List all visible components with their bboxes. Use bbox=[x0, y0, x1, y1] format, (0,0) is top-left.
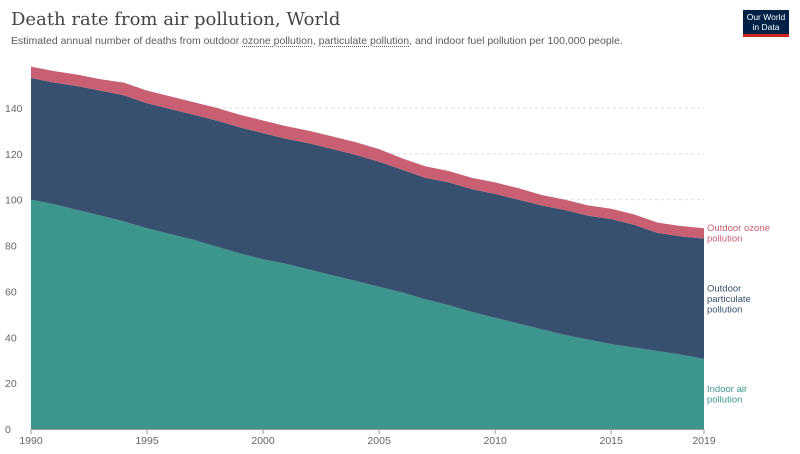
x-tick-label-1995: 1995 bbox=[135, 435, 159, 447]
x-tick-label-2015: 2015 bbox=[599, 435, 623, 447]
ozone-pollution-link[interactable]: ozone pollution bbox=[242, 35, 313, 47]
x-tick-label-2005: 2005 bbox=[367, 435, 391, 447]
subtitle-text-mid: , bbox=[312, 35, 319, 47]
end-label-outdoor-particulate-pollution-line-3: pollution bbox=[707, 304, 742, 315]
x-tick-label-1990: 1990 bbox=[19, 435, 43, 447]
area-outdoor-particulate-pollution bbox=[31, 78, 704, 360]
y-tick-label-120: 120 bbox=[5, 149, 23, 161]
x-tick-label-2010: 2010 bbox=[483, 435, 507, 447]
y-tick-label-80: 80 bbox=[5, 241, 17, 253]
y-tick-label-20: 20 bbox=[5, 378, 17, 390]
y-tick-label-60: 60 bbox=[5, 286, 17, 298]
x-tick-label-2000: 2000 bbox=[251, 435, 275, 447]
subtitle-text-start: Estimated annual number of deaths from o… bbox=[11, 35, 243, 47]
end-label-outdoor-ozone-pollution-line-2: pollution bbox=[707, 234, 742, 245]
y-tick-label-100: 100 bbox=[5, 195, 23, 207]
logo-line-2: in Data bbox=[752, 22, 780, 32]
y-tick-label-40: 40 bbox=[5, 332, 17, 344]
area-indoor-air-pollution bbox=[31, 199, 704, 429]
owid-logo[interactable]: Our World in Data bbox=[743, 10, 789, 37]
x-tick-label-2019: 2019 bbox=[692, 435, 716, 447]
y-tick-label-0: 0 bbox=[5, 424, 11, 436]
chart-subtitle: Estimated annual number of deaths from o… bbox=[11, 35, 623, 47]
end-label-outdoor-particulate-pollution-line-1: Outdoor bbox=[707, 283, 741, 294]
end-label-indoor-air-pollution-line-2: pollution bbox=[707, 394, 742, 405]
area-outdoor-ozone-pollution bbox=[31, 66, 704, 239]
particulate-pollution-link[interactable]: particulate pollution bbox=[318, 35, 410, 47]
chart-title: Death rate from air pollution, World bbox=[11, 9, 341, 30]
end-label-outdoor-ozone-pollution-line-1: Outdoor ozone bbox=[707, 223, 770, 234]
subtitle-text-end: , and indoor fuel pollution per 100,000 … bbox=[409, 35, 623, 47]
end-label-indoor-air-pollution-line-1: Indoor air bbox=[707, 384, 747, 395]
end-label-outdoor-particulate-pollution-line-2: particulate bbox=[707, 294, 751, 305]
y-tick-label-140: 140 bbox=[5, 103, 23, 115]
logo-line-1: Our World bbox=[746, 12, 786, 22]
